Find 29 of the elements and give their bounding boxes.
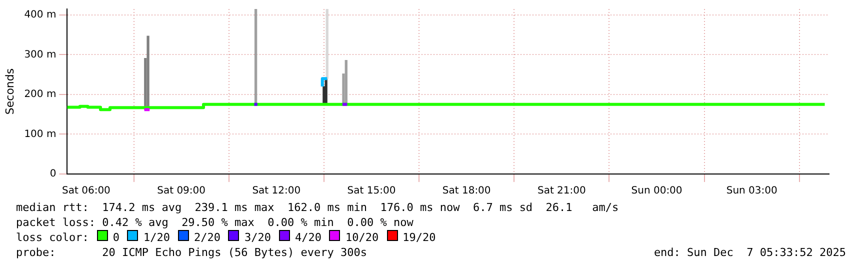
legend-label: 3/20 xyxy=(244,231,271,244)
x-tick-label: Sun 00:00 xyxy=(631,186,682,197)
y-axis-title: Seconds xyxy=(3,68,16,115)
bar xyxy=(254,9,258,105)
x-tick-label: Sat 12:00 xyxy=(252,186,301,197)
legend-label: 4/20 xyxy=(294,231,322,244)
x-tick-label: Sat 06:00 xyxy=(62,186,110,197)
text: probe: 20 ICMP Echo Pings (56 Bytes) every 300s xyxy=(16,246,367,259)
x-tick-label: Sat 18:00 xyxy=(442,186,491,197)
y-tick-label: 400 m xyxy=(24,10,56,21)
legend-label: 0 xyxy=(112,231,120,244)
x-tick-label: Sat 21:00 xyxy=(537,186,586,197)
text: end: Sun Dec 7 05:33:52 2025 xyxy=(654,245,846,260)
legend-label: 1/20 xyxy=(143,231,170,244)
x-tick-label: Sat 15:00 xyxy=(347,186,396,197)
x-tick-label: Sat 09:00 xyxy=(157,186,206,197)
bar xyxy=(326,9,328,79)
x-tick-label: Sun 03:00 xyxy=(726,186,778,197)
legend-label: 19/20 xyxy=(402,231,436,244)
y-tick-label: 200 m xyxy=(24,89,56,100)
legend-label: 10/20 xyxy=(345,231,379,244)
bar xyxy=(344,60,348,105)
y-tick-label: 300 m xyxy=(24,49,56,60)
legend-title: loss color: xyxy=(16,231,89,244)
y-tick-label: 100 m xyxy=(24,128,56,140)
text: packet loss: 0.42 % avg 29.50 % max 0.00 % min 0.00 % now xyxy=(16,215,414,230)
legend-label: 2/20 xyxy=(194,231,220,244)
y-tick-label: 0 xyxy=(50,168,56,180)
text: median rtt: 174.2 ms avg 239.1 ms max 162.0 ms min 176.0 ms now 6.7 ms sd 26.1 am/s xyxy=(16,200,620,215)
